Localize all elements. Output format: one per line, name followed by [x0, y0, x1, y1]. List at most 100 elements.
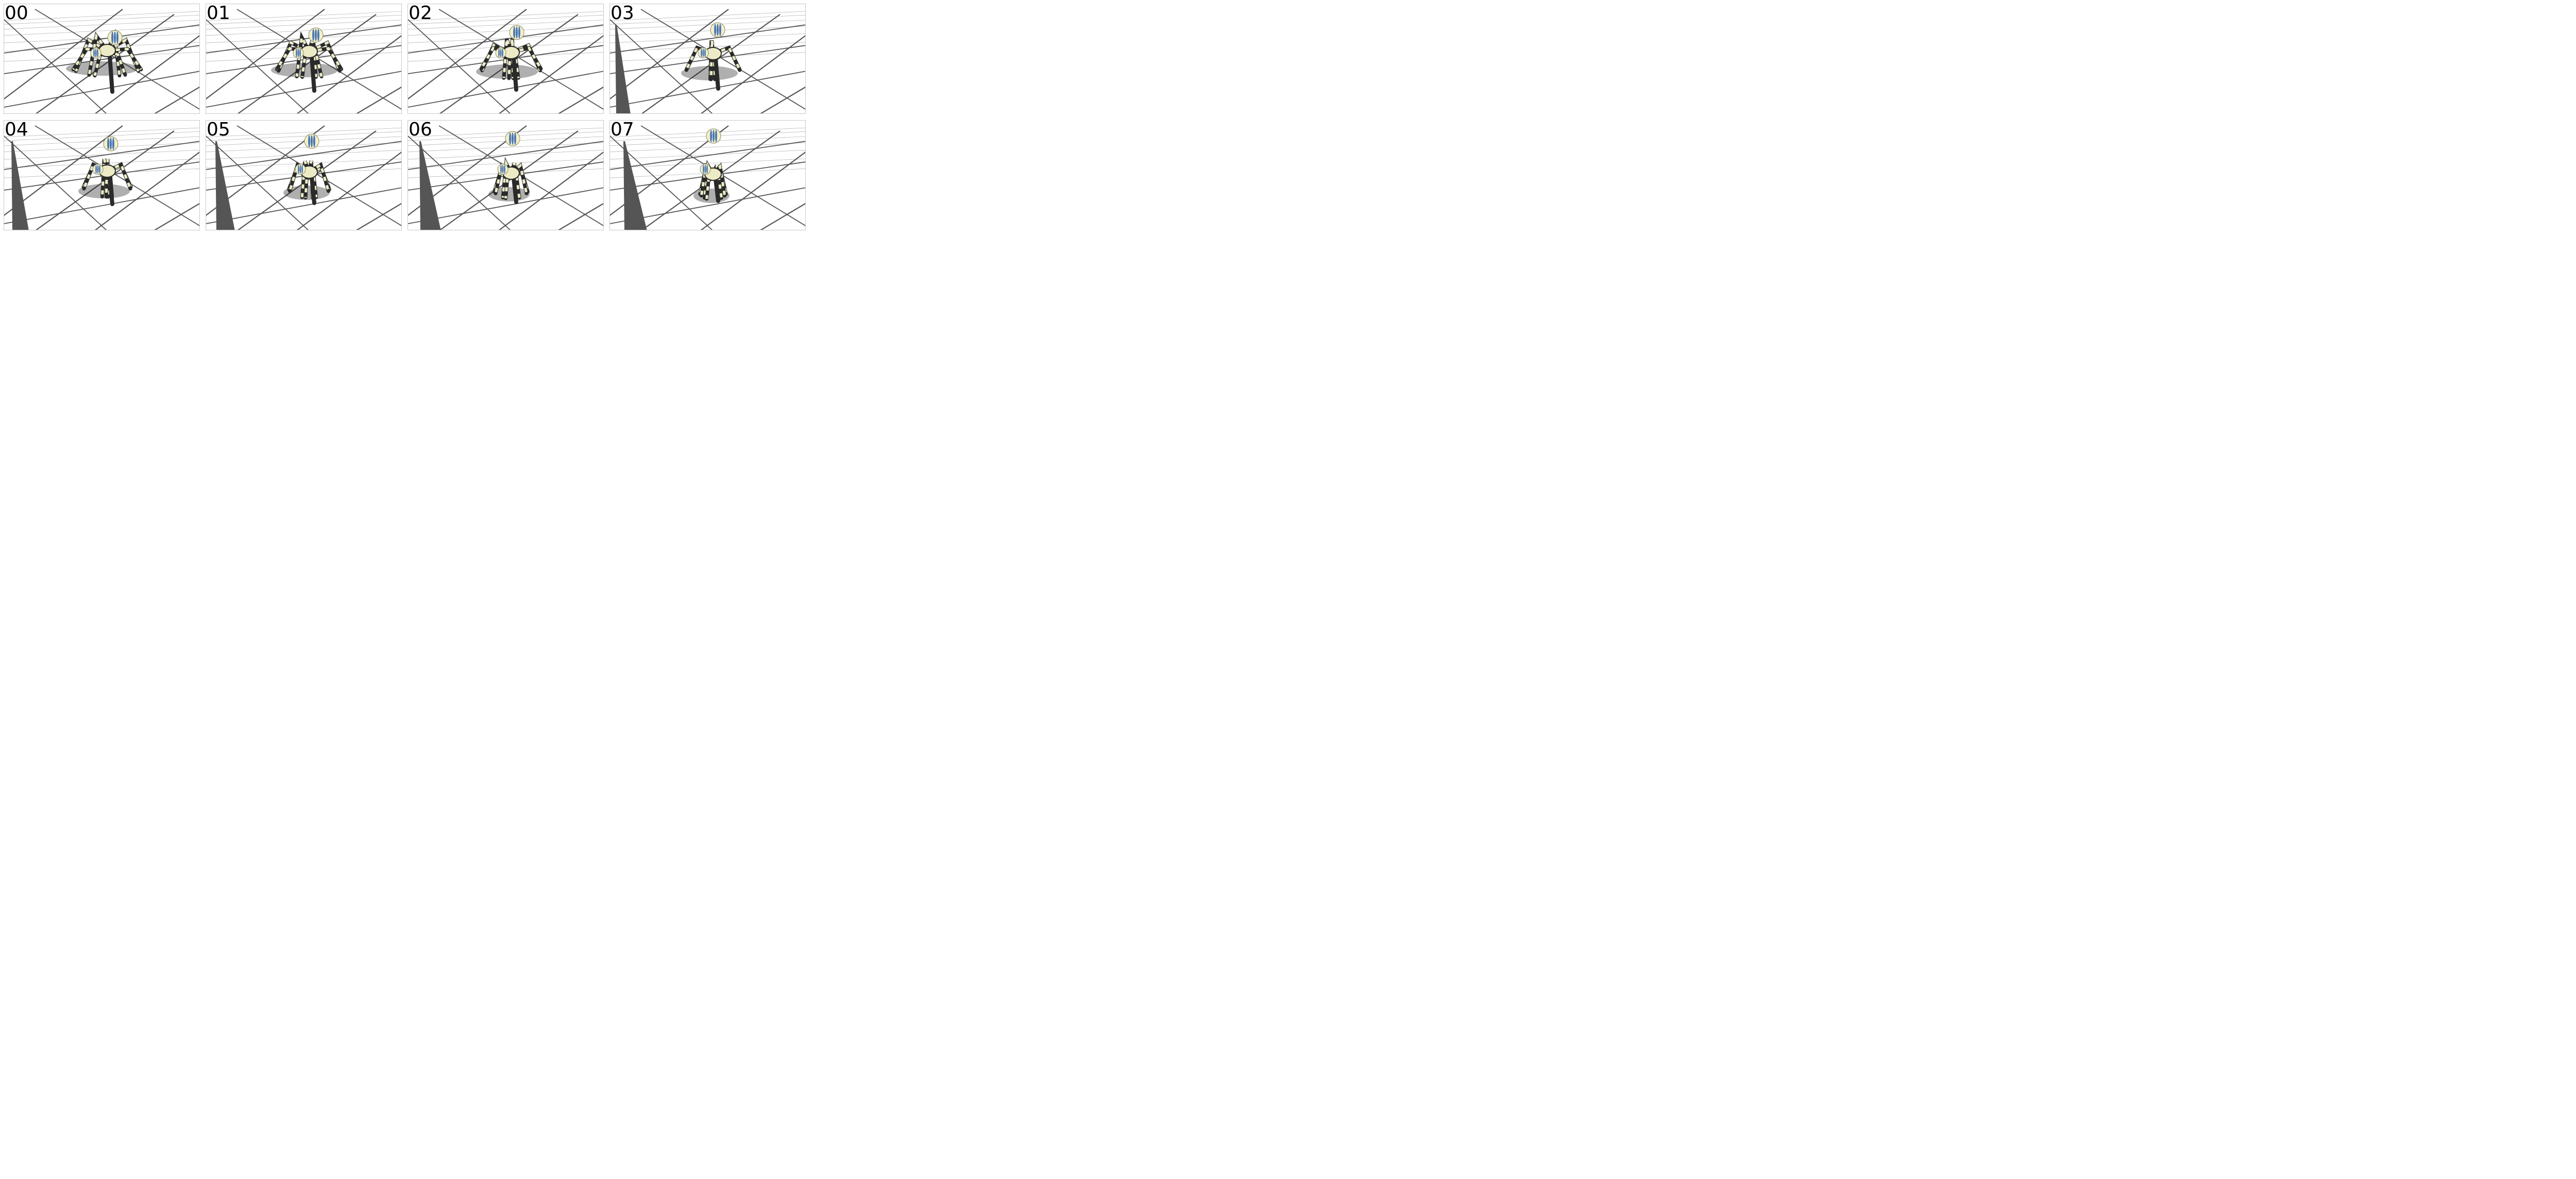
robot-leg [714, 57, 720, 91]
frame-render [206, 125, 401, 230]
spider-robot [78, 136, 133, 206]
floor-line [408, 9, 527, 100]
floor-line [610, 26, 805, 36]
floor-line [408, 33, 603, 43]
robot-leg-segment [88, 32, 109, 75]
frame-render [4, 125, 199, 230]
floor-line [206, 142, 401, 153]
frame-panel: 04 [4, 120, 200, 230]
floor-line [4, 26, 199, 36]
floor-line [558, 203, 603, 230]
upper-sphere-stripe [308, 135, 311, 147]
upper-sphere-stripe [713, 130, 715, 142]
lower-sphere [495, 47, 506, 59]
floor-line [408, 11, 603, 21]
robot-shadow [476, 64, 538, 79]
frame-render [206, 9, 401, 113]
floor-wedge [615, 25, 631, 113]
lower-sphere-stripe [301, 165, 303, 174]
floor-line [236, 125, 401, 226]
lower-sphere-stripe [297, 48, 299, 58]
lower-sphere-stripe [500, 164, 502, 174]
robot-leg [108, 54, 114, 94]
upper-sphere-stripe [315, 29, 317, 41]
upper-sphere-stripe [719, 24, 721, 36]
frame-label: 02 [409, 4, 432, 24]
frame-label: 00 [5, 4, 28, 24]
lower-sphere-stripe [706, 164, 708, 174]
floor-line [4, 149, 199, 160]
upper-sphere-stripe [714, 24, 717, 36]
frame-panel: 05 [206, 120, 402, 230]
spider-robot [476, 25, 543, 92]
floor-line [640, 9, 805, 110]
frame-label: 03 [611, 4, 634, 24]
robot-leg [108, 174, 114, 206]
robot-leg-segment [277, 41, 310, 72]
lower-sphere [698, 47, 709, 59]
floor-line [206, 125, 325, 216]
spider-robot [681, 22, 742, 91]
frame-sequence-grid: 00 01 02 03 04 05 06 07 [0, 0, 808, 233]
lower-sphere-stripe [704, 164, 706, 174]
floor-line [610, 71, 805, 108]
floor-line [610, 33, 805, 43]
lower-sphere-stripe [701, 48, 702, 58]
upper-sphere-stripe [112, 138, 114, 150]
lower-sphere-stripe [502, 48, 503, 58]
robot-leg-segment [308, 41, 341, 72]
frame-label: 01 [207, 4, 230, 24]
floor-line [558, 86, 603, 113]
floor-line [4, 24, 199, 54]
floor-line [610, 19, 713, 113]
spider-robot [271, 27, 344, 93]
floor-line [4, 52, 199, 62]
floor-line [236, 9, 401, 110]
floor-line [408, 19, 511, 113]
upper-sphere-stripe [717, 24, 719, 36]
upper-sphere-stripe [513, 26, 516, 39]
robot-leg-segment [309, 47, 343, 70]
floor-line [4, 136, 107, 230]
upper-sphere-stripe [514, 132, 516, 145]
lower-sphere [293, 47, 304, 59]
floor-line [4, 125, 123, 216]
floor-line [356, 203, 401, 230]
lower-sphere [92, 164, 104, 175]
floor-line [760, 203, 805, 230]
floor-line [610, 142, 805, 153]
frame-render [408, 125, 603, 230]
upper-sphere-stripe [312, 29, 315, 41]
floor-line [610, 45, 805, 74]
frame-panel: 01 [206, 4, 402, 114]
floor-wedge [623, 141, 647, 230]
upper-sphere-stripe [111, 31, 114, 44]
floor-line [206, 9, 325, 100]
frame-label: 05 [207, 120, 230, 140]
upper-sphere-stripe [313, 135, 315, 147]
robot-leg-segment [480, 46, 512, 70]
floor-grid [4, 125, 199, 230]
upper-sphere-stripe [512, 132, 514, 145]
floor-line [610, 14, 805, 25]
upper-sphere [509, 25, 524, 40]
floor-line [641, 130, 781, 230]
lower-sphere-stripe [97, 165, 99, 174]
floor-line [408, 142, 603, 153]
floor-line [206, 19, 309, 113]
robot-leg-segment [276, 47, 310, 70]
floor-line [356, 86, 401, 113]
floor-line [408, 71, 603, 108]
upper-sphere [107, 30, 123, 45]
upper-sphere-stripe [710, 130, 713, 142]
robot-leg-segment [100, 158, 109, 197]
floor-line [610, 24, 805, 54]
lower-sphere-stripe [99, 165, 100, 174]
lower-sphere-stripe [93, 48, 95, 58]
floor-line [4, 187, 199, 224]
frame-label: 06 [409, 120, 432, 140]
lower-sphere-stripe [95, 165, 97, 174]
floor-line [206, 127, 401, 138]
floor-line [154, 86, 199, 113]
floor-line [408, 136, 511, 230]
